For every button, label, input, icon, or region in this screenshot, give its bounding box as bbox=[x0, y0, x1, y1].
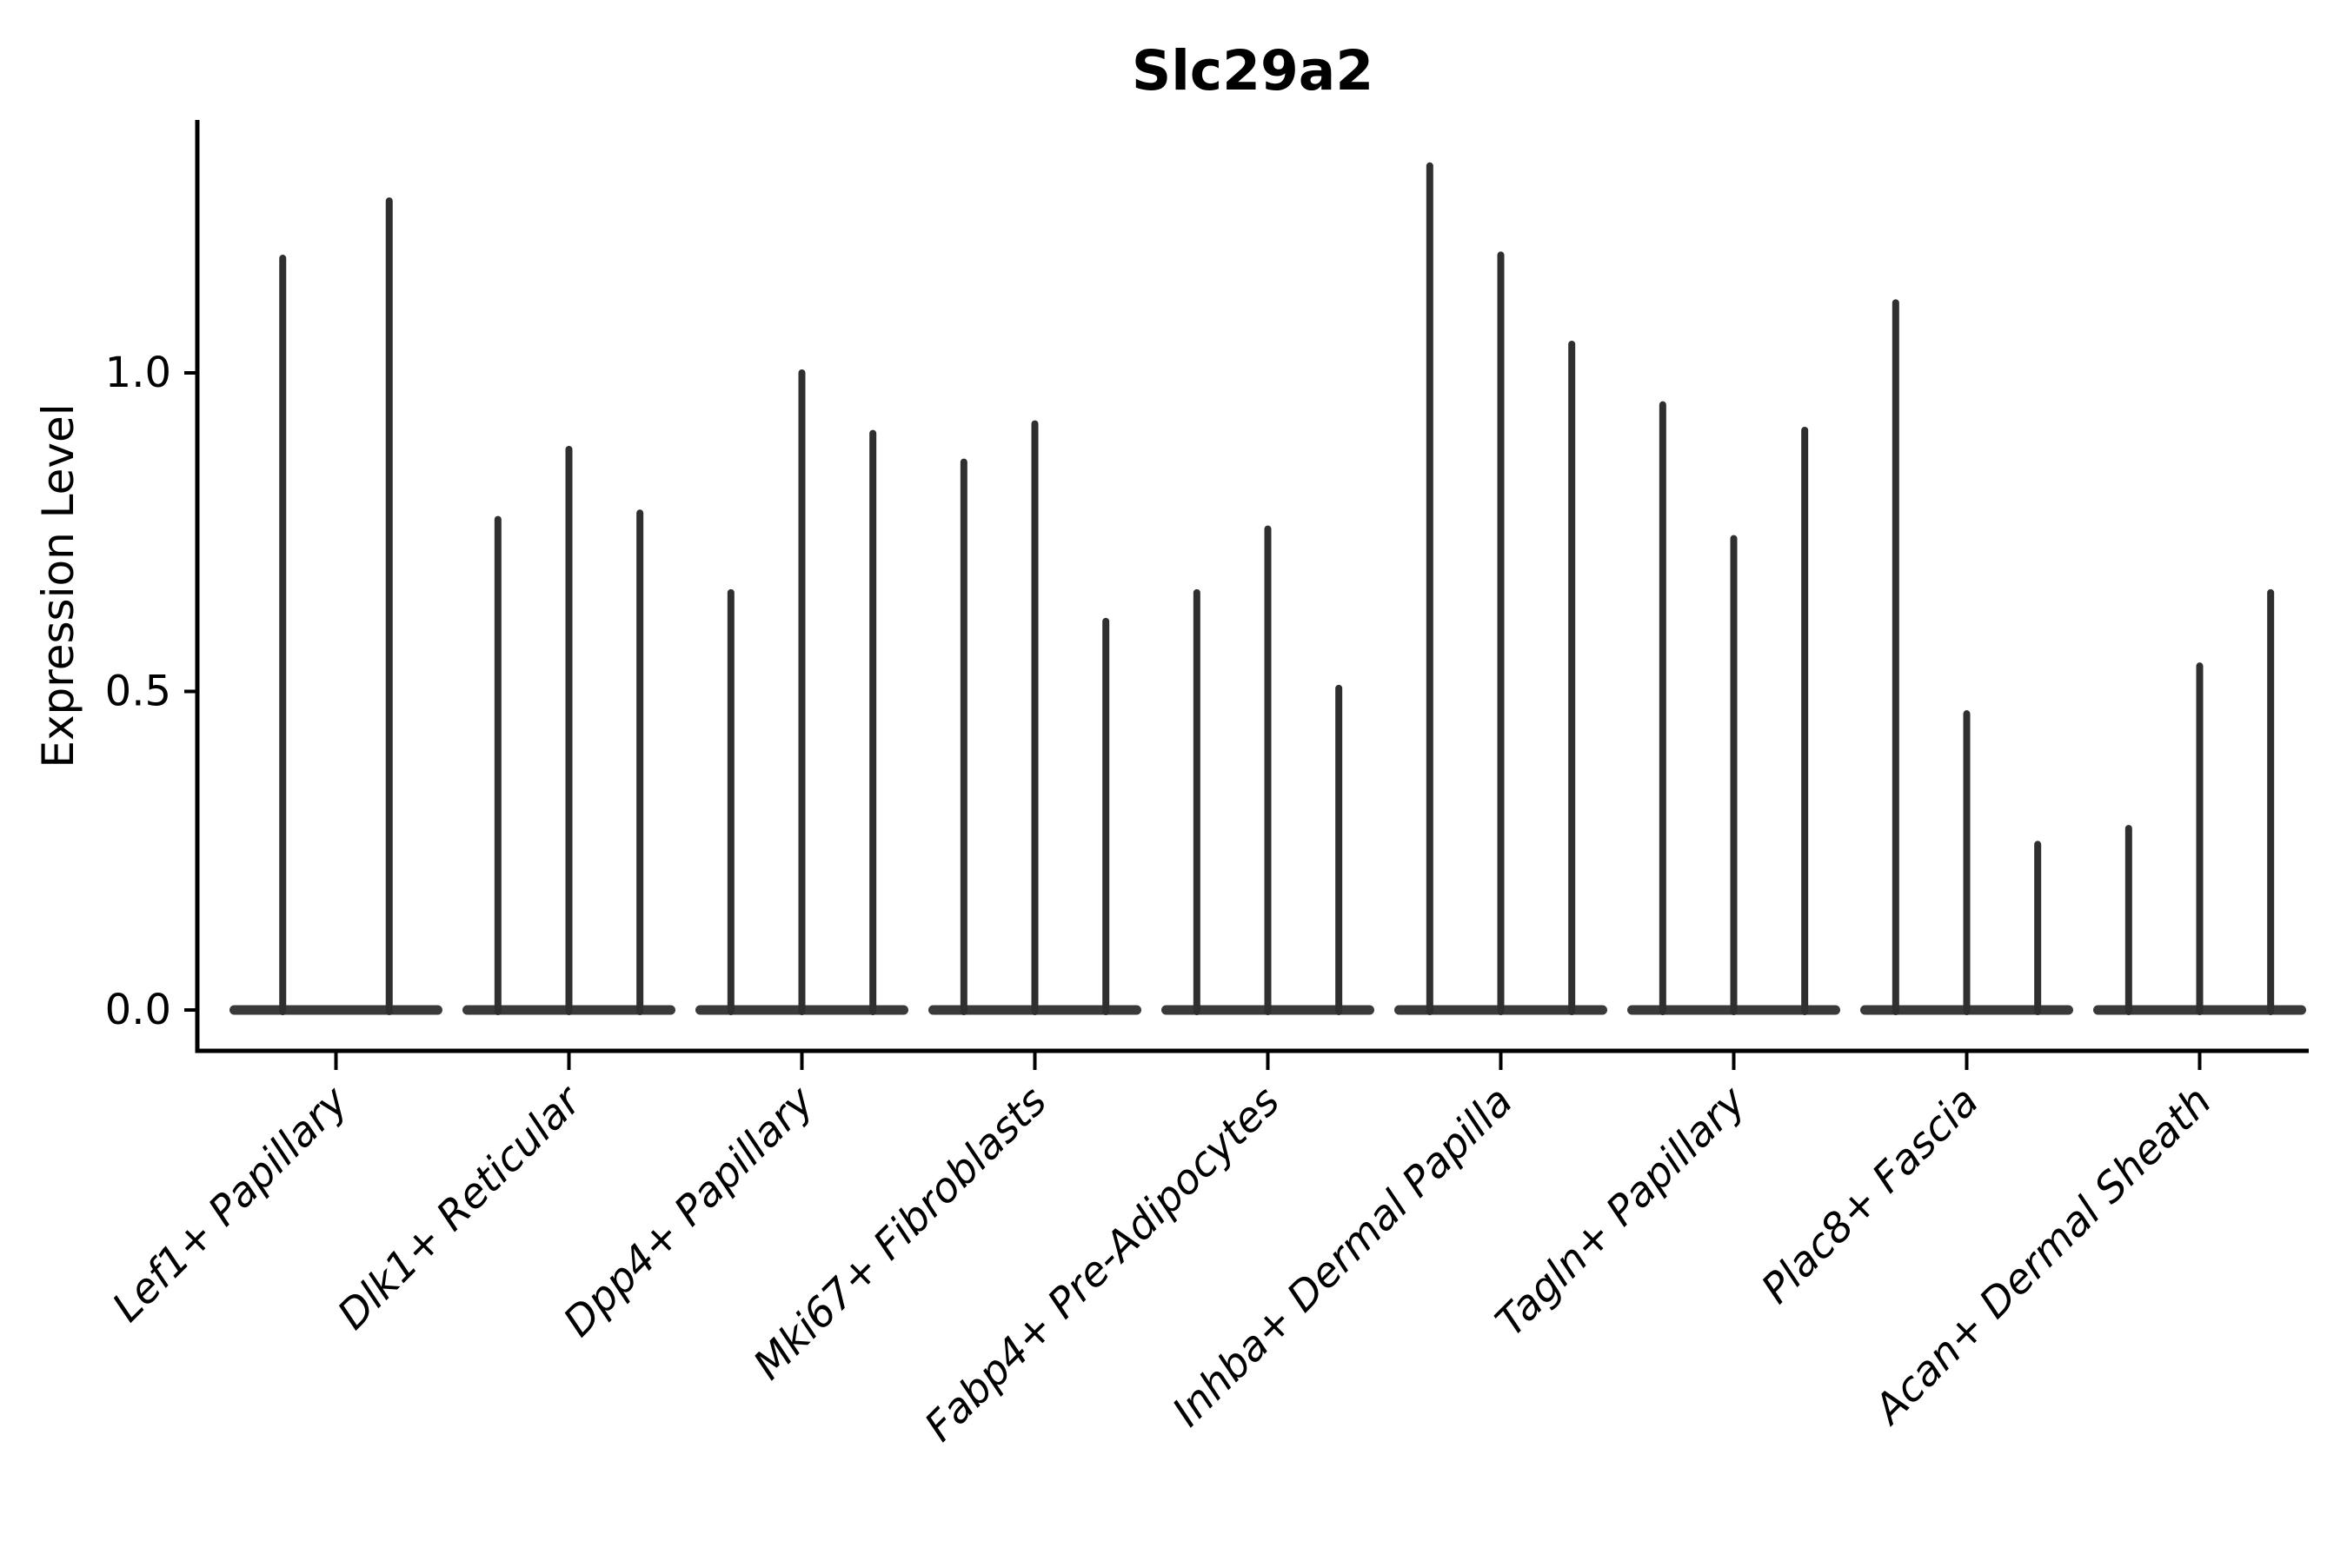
y-tick-label: 1.0 bbox=[105, 349, 171, 397]
axes-layer bbox=[195, 120, 2309, 1053]
x-tick-label: Plac8+ Fascia bbox=[1752, 1078, 1988, 1313]
x-tick-label: Tagln+ Papillary bbox=[1486, 1077, 1756, 1346]
y-axis-label: Expression Level bbox=[33, 403, 83, 767]
chart-title: Slc29a2 bbox=[1132, 39, 1373, 103]
x-tick-label: Dpp4+ Papillary bbox=[555, 1077, 824, 1346]
violin-baseline bbox=[229, 1005, 442, 1015]
y-tick-label: 0.0 bbox=[105, 986, 171, 1034]
violins-layer bbox=[229, 162, 2306, 1015]
y-tick-label: 0.5 bbox=[105, 668, 171, 716]
x-tick-label: Lef1+ Papillary bbox=[103, 1077, 358, 1332]
x-tick-label: Dlk1+ Reticular bbox=[329, 1076, 592, 1339]
